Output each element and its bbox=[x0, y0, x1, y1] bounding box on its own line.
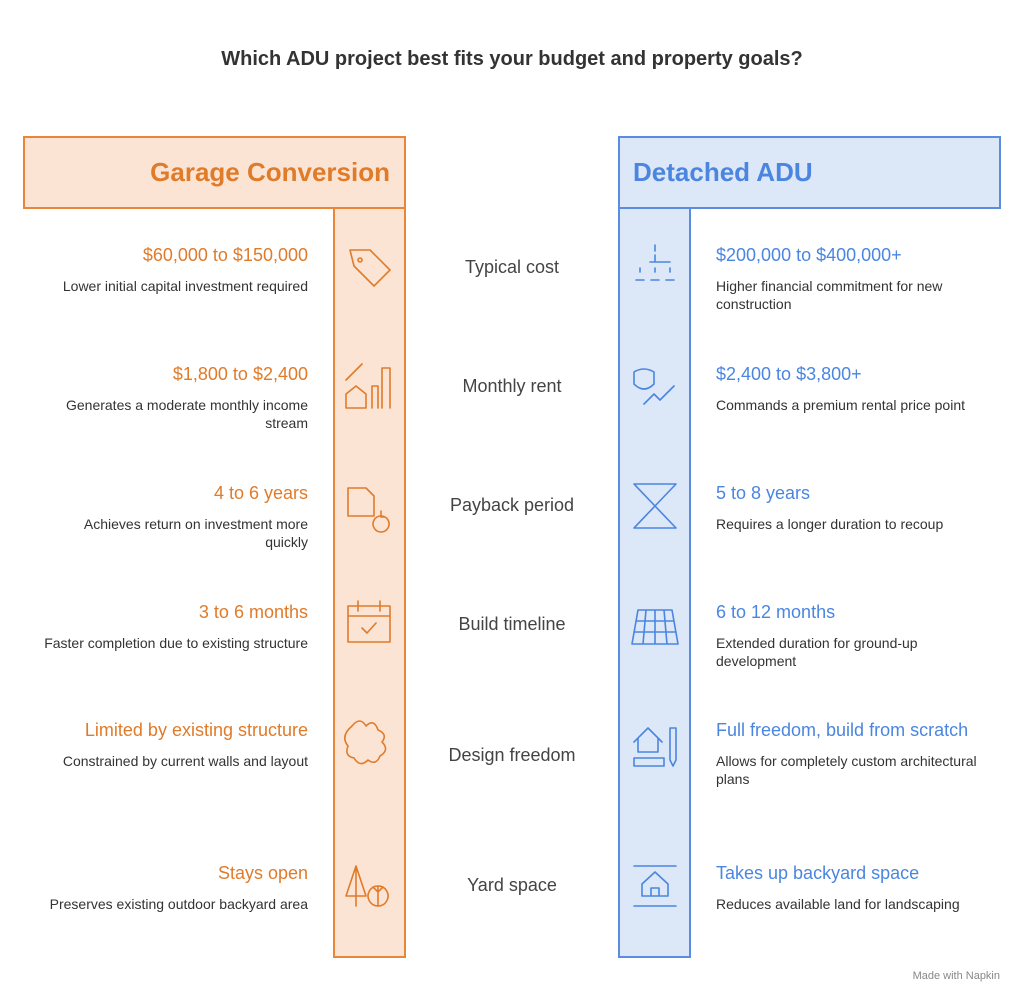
criterion: Design freedom bbox=[448, 745, 576, 765]
left-description: Preserves existing outdoor backyard area bbox=[49, 896, 308, 912]
calendar-icon bbox=[347, 600, 391, 643]
right-description: Allows for completely custom architectur… bbox=[716, 753, 977, 787]
right-value: $2,400 to $3,800+ bbox=[716, 364, 862, 384]
price-tag-icon bbox=[349, 249, 391, 287]
left-description: Achieves return on investment more quick… bbox=[83, 516, 308, 550]
right-column bbox=[618, 207, 691, 958]
left-header-box bbox=[23, 136, 406, 209]
left-description: Faster completion due to existing struct… bbox=[44, 635, 308, 651]
left-description: Generates a moderate monthly income stre… bbox=[65, 397, 308, 431]
cat-growth-icon bbox=[633, 368, 675, 405]
left-value: Stays open bbox=[217, 863, 308, 883]
right-description: Extended duration for ground-up developm… bbox=[716, 635, 918, 669]
hourglass-icon bbox=[633, 483, 677, 529]
left-description: Lower initial capital investment require… bbox=[62, 278, 308, 294]
left-value: $1,800 to $2,400 bbox=[172, 364, 308, 384]
budget-icon bbox=[635, 244, 675, 281]
right-description: Requires a longer duration to recoup bbox=[716, 516, 944, 532]
footer: Made with Napkin bbox=[912, 970, 1000, 982]
left-value: 4 to 6 years bbox=[213, 483, 308, 503]
house-plan-icon bbox=[633, 727, 677, 767]
document-clock-icon bbox=[347, 487, 390, 533]
right-value: $200,000 to $400,000+ bbox=[716, 245, 902, 265]
right-value: Full freedom, build from scratch bbox=[716, 720, 969, 740]
criterion: Monthly rent bbox=[462, 376, 562, 396]
criterion: Build timeline bbox=[458, 614, 566, 634]
right-value: Takes up backyard space bbox=[716, 863, 920, 883]
left-value: $60,000 to $150,000 bbox=[142, 245, 308, 265]
criterion: Payback period bbox=[449, 495, 575, 515]
title: Which ADU project best fits your budget … bbox=[221, 48, 803, 70]
solar-panel-icon bbox=[631, 609, 679, 645]
right-heading: Detached ADU bbox=[633, 157, 813, 187]
right-description: Higher financial commitment for new cons… bbox=[716, 278, 943, 312]
right-description: Commands a premium rental price point bbox=[716, 397, 965, 413]
chart-house-icon bbox=[345, 363, 391, 409]
trees-icon bbox=[345, 865, 389, 907]
right-value: 5 to 8 years bbox=[716, 483, 811, 503]
left-description: Constrained by current walls and layout bbox=[62, 753, 308, 769]
puzzle-icon bbox=[344, 720, 387, 765]
criterion: Yard space bbox=[467, 875, 557, 895]
left-icons bbox=[344, 249, 391, 907]
left-column bbox=[333, 207, 406, 958]
house-yard-icon bbox=[633, 865, 677, 907]
right-icons bbox=[631, 244, 679, 907]
icons bbox=[344, 244, 679, 907]
left-value: Limited by existing structure bbox=[84, 720, 308, 740]
criterion: Typical cost bbox=[464, 257, 560, 277]
left-heading: Garage Conversion bbox=[150, 157, 390, 187]
right-header-box bbox=[618, 136, 1001, 209]
left-value: 3 to 6 months bbox=[198, 602, 308, 622]
right-description: Reduces available land for landscaping bbox=[716, 896, 960, 912]
right-value: 6 to 12 months bbox=[716, 602, 836, 622]
